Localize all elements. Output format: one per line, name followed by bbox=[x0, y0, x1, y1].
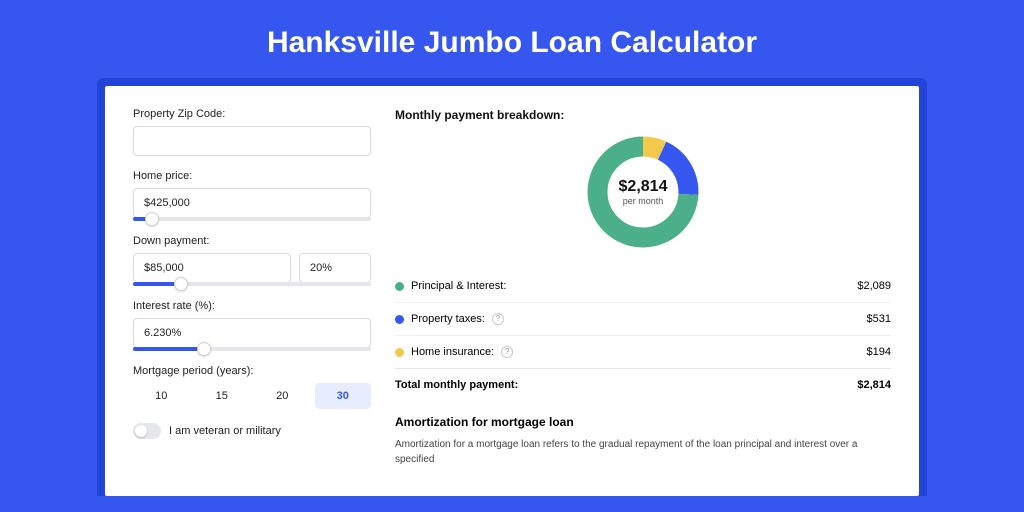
breakdown-row-value: $531 bbox=[867, 313, 891, 325]
calculator-outer-card: Property Zip Code: Home price: Down paym… bbox=[97, 78, 927, 496]
donut-chart-wrap: $2,814 per month bbox=[395, 132, 891, 252]
legend-dot bbox=[395, 348, 404, 357]
calculator-card: Property Zip Code: Home price: Down paym… bbox=[105, 86, 919, 496]
donut-sub: per month bbox=[623, 196, 664, 206]
interest-slider[interactable] bbox=[133, 347, 371, 351]
interest-input[interactable] bbox=[133, 318, 371, 348]
down-payment-slider-thumb[interactable] bbox=[174, 277, 188, 291]
breakdown-rows: Principal & Interest: $2,089 Property taxe… bbox=[395, 270, 891, 368]
period-option-30[interactable]: 30 bbox=[315, 383, 372, 409]
info-icon[interactable]: ? bbox=[492, 313, 504, 325]
interest-label: Interest rate (%): bbox=[133, 300, 371, 312]
breakdown-title: Monthly payment breakdown: bbox=[395, 108, 891, 122]
breakdown-total-value: $2,814 bbox=[857, 379, 891, 391]
zip-label: Property Zip Code: bbox=[133, 108, 371, 120]
legend-dot bbox=[395, 282, 404, 291]
period-options: 10152030 bbox=[133, 383, 371, 409]
breakdown-row-value: $194 bbox=[867, 346, 891, 358]
breakdown-row-value: $2,089 bbox=[857, 280, 891, 292]
interest-slider-fill bbox=[133, 347, 204, 351]
info-icon[interactable]: ? bbox=[501, 346, 513, 358]
legend-dot bbox=[395, 315, 404, 324]
field-interest: Interest rate (%): bbox=[133, 300, 371, 351]
field-down-payment: Down payment: bbox=[133, 235, 371, 286]
breakdown-row-label: Property taxes: bbox=[411, 313, 485, 325]
period-option-15[interactable]: 15 bbox=[194, 383, 251, 409]
home-price-slider-thumb[interactable] bbox=[145, 212, 159, 226]
breakdown-column: Monthly payment breakdown: $2,814 per mo… bbox=[395, 108, 891, 496]
breakdown-total-label: Total monthly payment: bbox=[395, 379, 518, 391]
home-price-label: Home price: bbox=[133, 170, 371, 182]
down-payment-pct-input[interactable] bbox=[299, 253, 371, 283]
breakdown-row: Property taxes:? $531 bbox=[395, 302, 891, 335]
veteran-toggle-label: I am veteran or military bbox=[169, 425, 281, 437]
breakdown-row-label: Principal & Interest: bbox=[411, 280, 506, 292]
period-option-20[interactable]: 20 bbox=[254, 383, 311, 409]
field-zip: Property Zip Code: bbox=[133, 108, 371, 156]
breakdown-row-label: Home insurance: bbox=[411, 346, 494, 358]
field-period: Mortgage period (years): 10152030 bbox=[133, 365, 371, 409]
field-home-price: Home price: bbox=[133, 170, 371, 221]
field-veteran: I am veteran or military bbox=[133, 423, 371, 439]
donut-amount: $2,814 bbox=[619, 178, 668, 196]
period-option-10[interactable]: 10 bbox=[133, 383, 190, 409]
zip-input[interactable] bbox=[133, 126, 371, 156]
veteran-toggle[interactable] bbox=[133, 423, 161, 439]
form-column: Property Zip Code: Home price: Down paym… bbox=[133, 108, 371, 496]
donut-center: $2,814 per month bbox=[583, 132, 703, 252]
breakdown-row: Principal & Interest: $2,089 bbox=[395, 270, 891, 302]
amortization-title: Amortization for mortgage loan bbox=[395, 415, 891, 429]
breakdown-row: Home insurance:? $194 bbox=[395, 335, 891, 368]
period-label: Mortgage period (years): bbox=[133, 365, 371, 377]
interest-slider-thumb[interactable] bbox=[197, 342, 211, 356]
breakdown-total-row: Total monthly payment: $2,814 bbox=[395, 368, 891, 401]
donut-chart: $2,814 per month bbox=[583, 132, 703, 252]
page-title: Hanksville Jumbo Loan Calculator bbox=[0, 0, 1024, 78]
amortization-text: Amortization for a mortgage loan refers … bbox=[395, 437, 891, 467]
down-payment-slider[interactable] bbox=[133, 282, 371, 286]
home-price-slider[interactable] bbox=[133, 217, 371, 221]
down-payment-label: Down payment: bbox=[133, 235, 371, 247]
home-price-input[interactable] bbox=[133, 188, 371, 218]
down-payment-input[interactable] bbox=[133, 253, 291, 283]
